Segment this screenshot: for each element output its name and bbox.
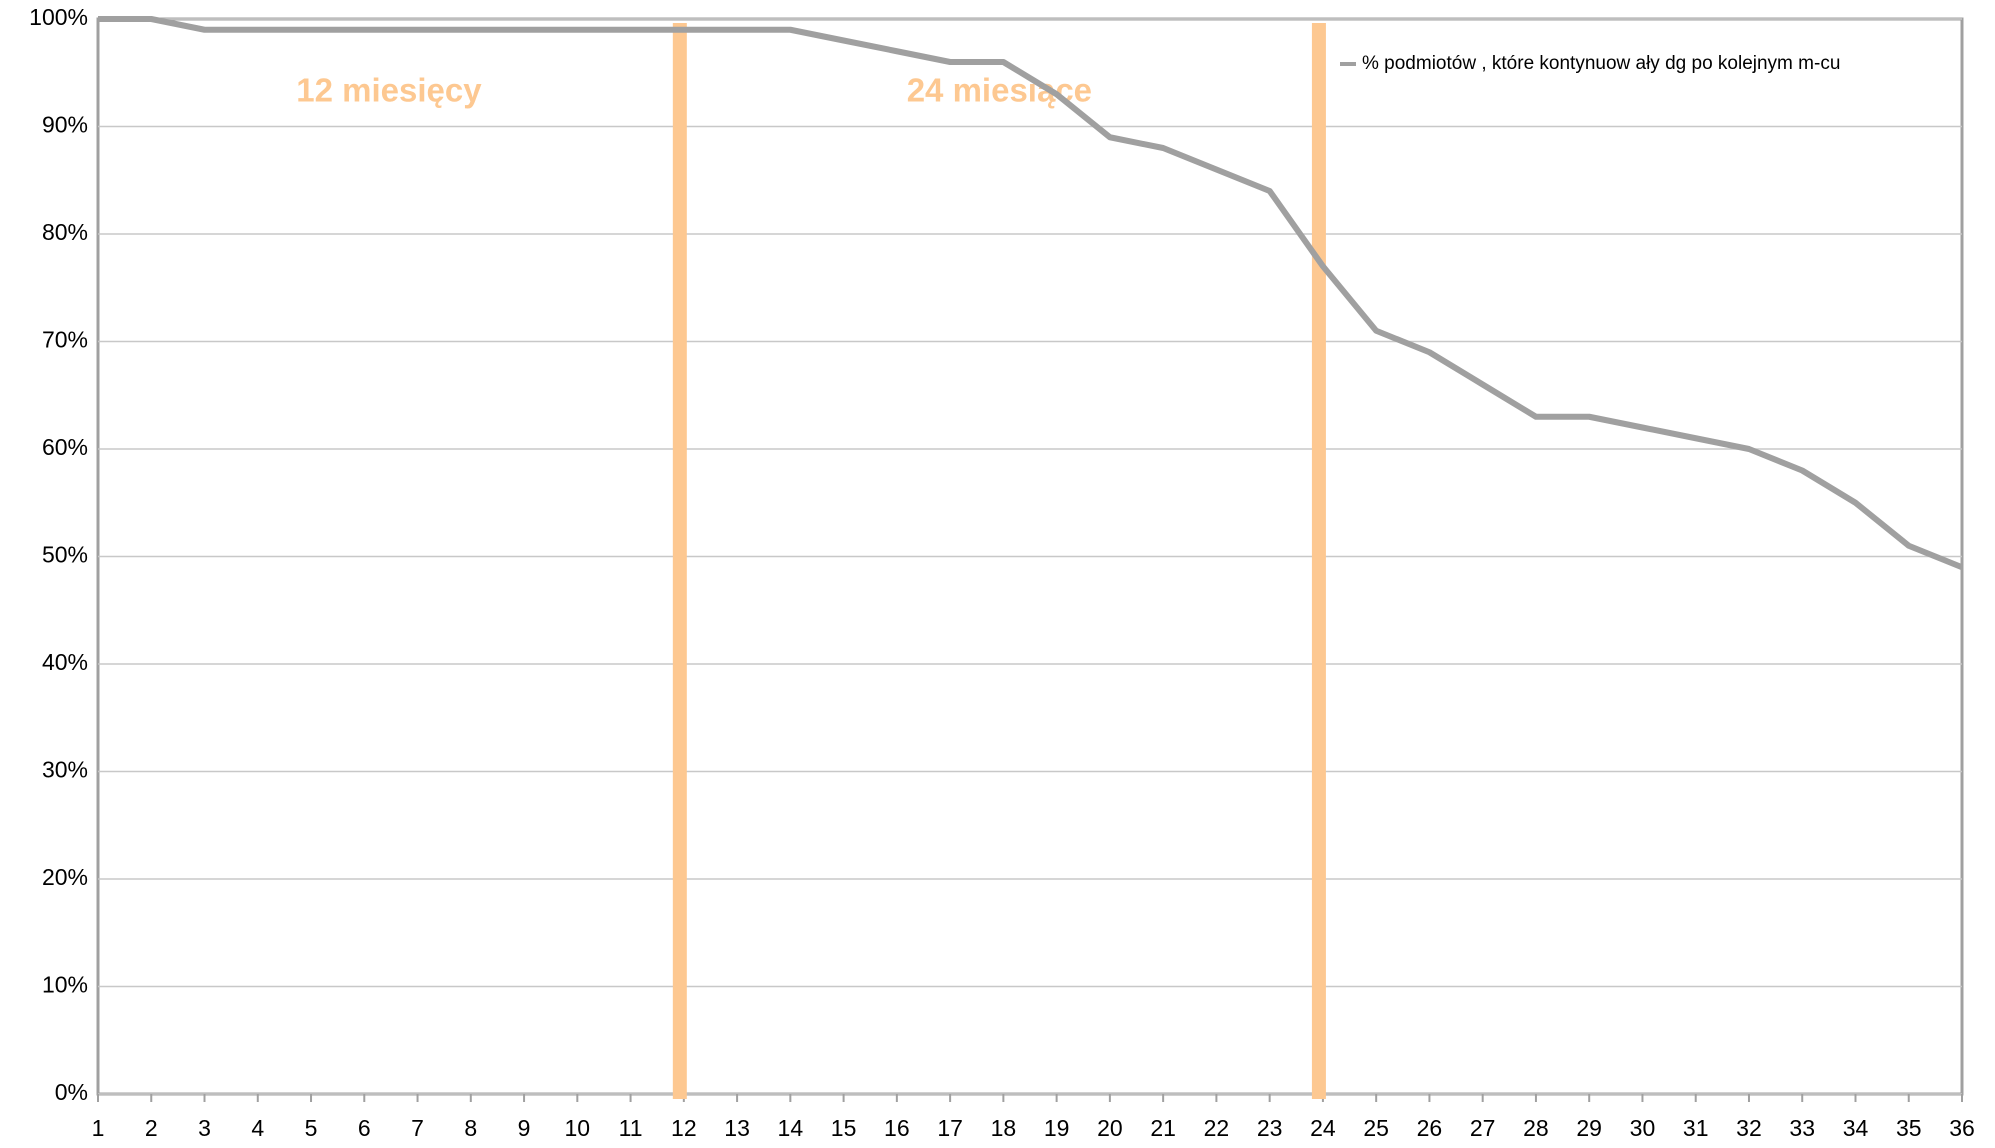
x-tick-label: 27 (1470, 1115, 1496, 1141)
x-tick-label: 28 (1523, 1115, 1549, 1141)
x-tick-label: 20 (1097, 1115, 1123, 1141)
x-tick-label: 22 (1204, 1115, 1230, 1141)
x-tick-label: 33 (1789, 1115, 1815, 1141)
x-tick-label: 5 (305, 1115, 318, 1141)
annotation: 24 miesiące (907, 72, 1092, 109)
x-tick-label: 12 (671, 1115, 697, 1141)
x-tick-label: 25 (1363, 1115, 1389, 1141)
x-tick-label: 10 (565, 1115, 591, 1141)
x-tick-label: 6 (358, 1115, 371, 1141)
x-tick-label: 17 (937, 1115, 963, 1141)
x-tick-label: 19 (1044, 1115, 1070, 1141)
y-tick-label: 0% (55, 1079, 88, 1105)
y-tick-label: 60% (42, 434, 88, 460)
x-tick-label: 16 (884, 1115, 910, 1141)
x-tick-label: 32 (1736, 1115, 1762, 1141)
x-tick-label: 30 (1630, 1115, 1656, 1141)
x-tick-label: 9 (518, 1115, 531, 1141)
x-tick-label: 3 (198, 1115, 211, 1141)
y-tick-label: 80% (42, 219, 88, 245)
x-tick-label: 1 (92, 1115, 105, 1141)
x-tick-label: 29 (1576, 1115, 1602, 1141)
x-tick-label: 7 (411, 1115, 424, 1141)
x-tick-label: 26 (1417, 1115, 1443, 1141)
y-tick-label: 70% (42, 327, 88, 353)
y-tick-label: 50% (42, 542, 88, 568)
y-tick-label: 30% (42, 757, 88, 783)
x-tick-label: 8 (464, 1115, 477, 1141)
y-tick-label: 90% (42, 112, 88, 138)
x-tick-label: 15 (831, 1115, 857, 1141)
x-tick-label: 36 (1949, 1115, 1975, 1141)
y-tick-label: 10% (42, 972, 88, 998)
x-tick-label: 11 (619, 1115, 643, 1141)
x-tick-label: 18 (991, 1115, 1017, 1141)
x-tick-label: 21 (1150, 1115, 1176, 1141)
x-tick-label: 23 (1257, 1115, 1283, 1141)
x-tick-label: 13 (724, 1115, 750, 1141)
x-tick-label: 4 (251, 1115, 264, 1141)
data-line (98, 16, 1964, 571)
x-tick-label: 2 (145, 1115, 158, 1141)
x-tick-label: 31 (1683, 1115, 1709, 1141)
x-tick-label: 14 (778, 1115, 804, 1141)
legend-label: % podmiotów , które kontynuow ały dg po … (1362, 53, 1840, 74)
y-tick-label: 40% (42, 649, 88, 675)
y-tick-label: 20% (42, 864, 88, 890)
y-tick-label: 100% (29, 4, 88, 30)
x-tick-label: 34 (1843, 1115, 1869, 1141)
x-tick-label: 35 (1896, 1115, 1922, 1141)
annotation: 12 miesięcy (296, 72, 482, 109)
x-tick-label: 24 (1310, 1115, 1336, 1141)
